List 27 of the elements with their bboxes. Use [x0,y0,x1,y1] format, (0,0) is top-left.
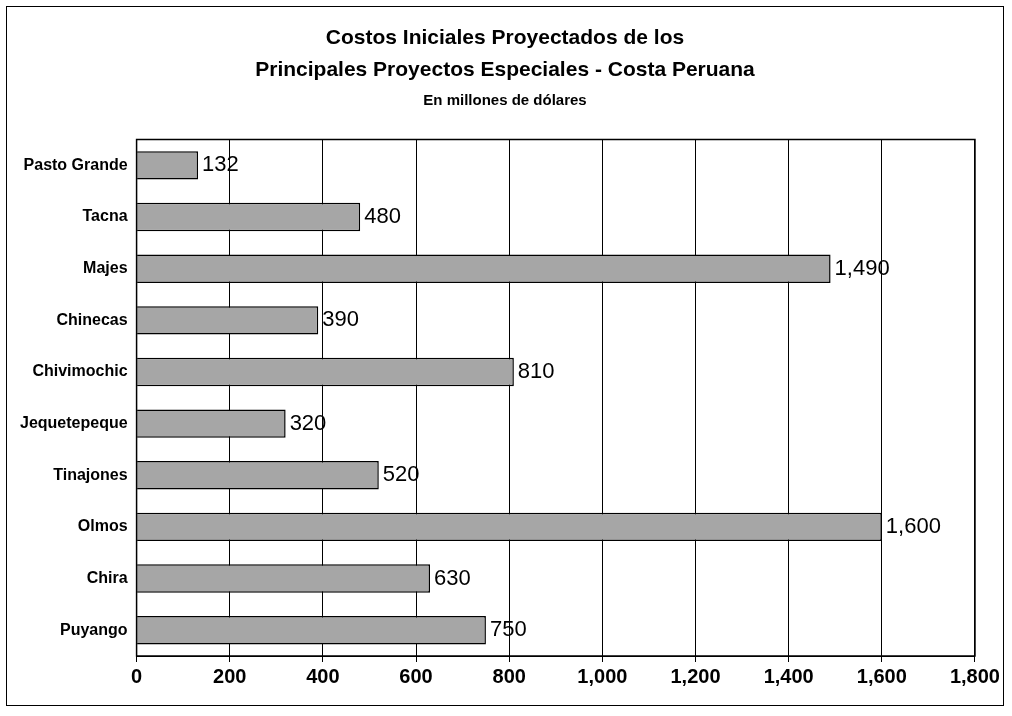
chart-subtitle: En millones de dólares [422,91,588,108]
y-tick-label: Puyango [60,620,128,638]
x-tick-label: 1,200 [670,664,721,687]
data-label: 810 [517,358,555,384]
x-tick-label: 1,000 [577,664,628,687]
y-tick-label: Jequetepeque [19,414,128,432]
data-label: 390 [322,306,359,332]
x-tick-label: 1,800 [949,664,1001,687]
y-tick-label: Chivimochic [32,362,128,380]
x-tick-label: 1,600 [856,664,907,687]
data-label: 630 [434,564,471,590]
data-label: 480 [364,203,401,229]
chart-title: Costos Iniciales Proyectados de los Principales Proyectos Especiales - Costa Peruana [254,24,756,82]
x-tick-label: 200 [213,664,247,687]
y-tick-label: Chira [86,568,128,586]
x-tick-label: 1,400 [763,664,814,687]
y-tick-label: Majes [83,259,128,277]
x-tick-label: 600 [399,664,433,687]
x-tick-label: 400 [306,664,340,687]
y-tick-label: Tinajones [53,465,128,483]
y-tick-label: Pasto Grande [23,155,128,173]
data-label: 1,600 [885,512,941,538]
y-tick-label: Olmos [77,517,128,535]
x-tick-label: 0 [131,664,143,687]
y-tick-label: Chinecas [56,310,128,328]
y-tick-label: Tacna [82,207,128,225]
x-tick-label: 800 [492,664,526,687]
